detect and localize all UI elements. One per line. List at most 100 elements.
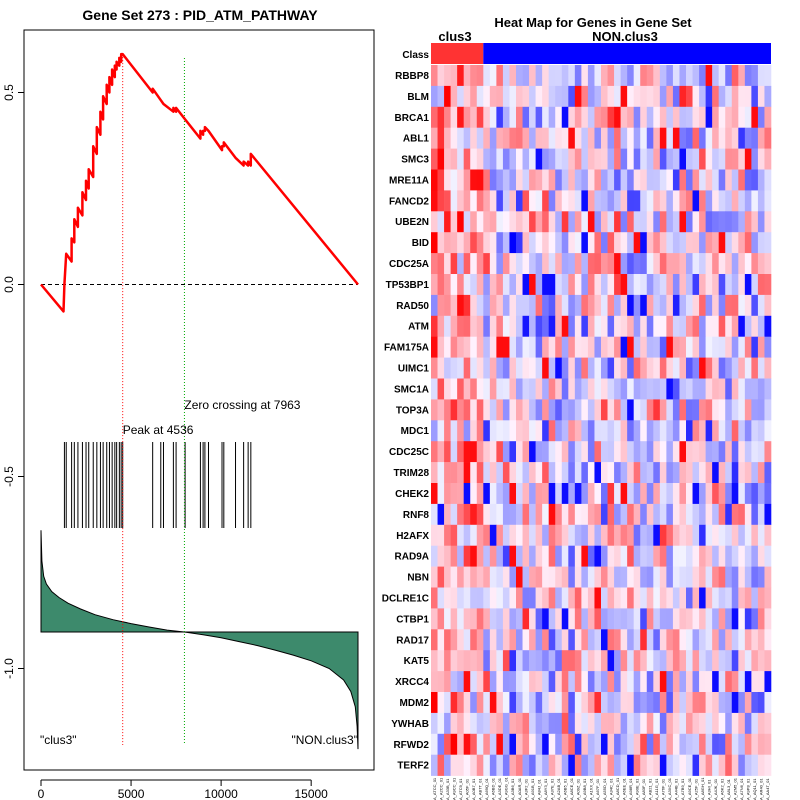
heatmap-cell bbox=[666, 650, 674, 672]
sample-label: A_A91B_01 bbox=[530, 778, 535, 800]
heatmap-cell bbox=[529, 420, 536, 442]
heatmap-cell bbox=[548, 336, 556, 358]
heatmap-cell bbox=[568, 253, 576, 275]
heatmap-cell bbox=[483, 545, 491, 567]
heatmap-cell bbox=[686, 253, 693, 275]
heatmap-cell bbox=[744, 629, 752, 651]
heatmap-cell bbox=[574, 253, 582, 275]
heatmap-cell bbox=[607, 608, 615, 630]
heatmap-cell bbox=[431, 650, 438, 672]
heatmap-cell bbox=[483, 357, 491, 379]
heatmap-cell bbox=[692, 608, 700, 630]
heatmap-cell bbox=[646, 483, 654, 505]
heatmap-cell bbox=[666, 503, 674, 526]
heatmap-cell bbox=[542, 232, 549, 254]
gene-label: TP53BP1 bbox=[386, 280, 430, 291]
heatmap-cell bbox=[751, 169, 759, 191]
heatmap-cell bbox=[516, 503, 523, 526]
heatmap-cell bbox=[640, 545, 648, 567]
heatmap-cell bbox=[522, 399, 530, 421]
heatmap-cell bbox=[705, 692, 713, 714]
heatmap-cell bbox=[574, 650, 582, 672]
heatmap-cell bbox=[470, 524, 478, 546]
heatmap-cell bbox=[535, 127, 543, 149]
heatmap-cell bbox=[437, 441, 445, 463]
heatmap-cell bbox=[731, 190, 739, 212]
heatmap-cell bbox=[744, 441, 752, 463]
heatmap-cell bbox=[568, 211, 576, 233]
heatmap-cell bbox=[646, 148, 654, 170]
heatmap-cell bbox=[568, 712, 576, 735]
heatmap-cell bbox=[712, 712, 719, 735]
heatmap-cell bbox=[587, 106, 595, 128]
heatmap-cell bbox=[502, 650, 510, 672]
heatmap-cell bbox=[594, 378, 602, 400]
heatmap-cell bbox=[725, 608, 733, 630]
heatmap-cell bbox=[457, 608, 464, 630]
heatmap-cell bbox=[516, 587, 523, 609]
group-label-clus3: clus3 bbox=[438, 29, 471, 44]
heatmap-cell bbox=[548, 420, 556, 442]
heatmap-cell bbox=[640, 629, 648, 651]
heatmap-cell bbox=[646, 712, 654, 735]
heatmap-cell bbox=[679, 712, 687, 735]
heatmap-cell bbox=[568, 274, 576, 296]
heatmap-cell bbox=[561, 399, 569, 421]
heatmap-cell bbox=[620, 692, 628, 714]
heatmap-cell bbox=[757, 127, 765, 149]
heatmap-cell bbox=[489, 65, 497, 87]
heatmap-cell bbox=[444, 315, 451, 337]
heatmap-cell bbox=[653, 336, 661, 358]
heatmap-cell bbox=[659, 127, 667, 149]
heatmap-cell bbox=[463, 211, 471, 233]
heatmap-cell bbox=[718, 399, 726, 421]
heatmap-cell bbox=[489, 148, 497, 170]
heatmap-cell bbox=[646, 85, 654, 108]
heatmap-cell bbox=[744, 545, 752, 567]
heatmap-cell bbox=[679, 566, 687, 588]
heatmap-cell bbox=[718, 650, 726, 672]
heatmap-cell bbox=[587, 545, 595, 567]
heatmap-cell bbox=[476, 106, 484, 128]
heatmap-cell bbox=[437, 608, 445, 630]
heatmap-cell bbox=[718, 671, 726, 693]
heatmap-cell bbox=[640, 692, 648, 714]
heatmap-cell bbox=[666, 85, 674, 108]
heatmap-cell bbox=[738, 190, 746, 212]
heatmap-cell bbox=[463, 399, 471, 421]
heatmap-cell bbox=[587, 692, 595, 714]
zero-crossing-label: Zero crossing at 7963 bbox=[184, 398, 300, 412]
heatmap-cell bbox=[542, 712, 549, 735]
heatmap-cell bbox=[718, 524, 726, 546]
heatmap-cell bbox=[509, 253, 517, 275]
heatmap-cell bbox=[738, 357, 746, 379]
heatmap-cell bbox=[463, 65, 471, 87]
heatmap-cell bbox=[476, 399, 484, 421]
heatmap-cell bbox=[718, 712, 726, 735]
heatmap-cell bbox=[574, 378, 582, 400]
heatmap-cell bbox=[646, 169, 654, 191]
heatmap-cell bbox=[548, 274, 556, 296]
heatmap-cell bbox=[699, 65, 706, 87]
heatmap-cell bbox=[502, 336, 510, 358]
heatmap-cell bbox=[555, 294, 563, 317]
heatmap-cell bbox=[607, 441, 615, 463]
gene-label: KAT5 bbox=[404, 656, 430, 667]
heatmap-cell bbox=[522, 733, 530, 755]
heatmap-cell bbox=[757, 190, 765, 212]
heatmap-cell bbox=[712, 336, 719, 358]
heatmap-cell bbox=[764, 524, 772, 546]
heatmap-cell bbox=[561, 190, 569, 212]
heatmap-cell bbox=[450, 336, 458, 358]
heatmap-cell bbox=[548, 127, 556, 149]
heatmap-cell bbox=[633, 190, 641, 212]
heatmap-cell bbox=[731, 629, 739, 651]
heatmap-cell bbox=[620, 650, 628, 672]
heatmap-cell bbox=[542, 378, 549, 400]
heatmap-cell bbox=[614, 566, 621, 588]
heatmap-cell bbox=[457, 357, 464, 379]
heatmap-cell bbox=[757, 378, 765, 400]
heatmap-cell bbox=[594, 503, 602, 526]
heatmap-cell bbox=[679, 650, 687, 672]
heatmap-cell bbox=[529, 399, 536, 421]
